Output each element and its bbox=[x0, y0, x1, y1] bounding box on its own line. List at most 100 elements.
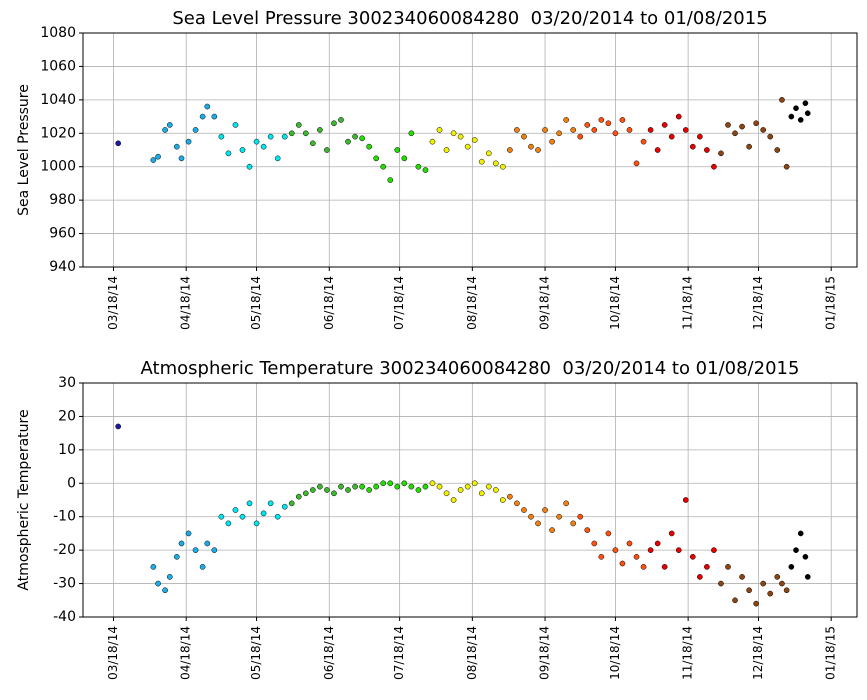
point bbox=[591, 540, 598, 547]
point bbox=[711, 547, 717, 553]
y-tick-label: 1080 bbox=[40, 25, 76, 41]
y-tick-label: 1040 bbox=[40, 92, 76, 108]
point bbox=[155, 580, 161, 587]
point bbox=[401, 480, 408, 487]
y-tick-label: 10 bbox=[58, 442, 76, 458]
point bbox=[324, 147, 330, 153]
point bbox=[232, 122, 239, 128]
point bbox=[584, 122, 591, 128]
point bbox=[725, 122, 731, 128]
point bbox=[528, 143, 534, 150]
y-tick-label: -30 bbox=[53, 576, 76, 592]
point bbox=[485, 150, 492, 157]
point bbox=[697, 133, 703, 140]
y-tick-label: 30 bbox=[58, 375, 76, 391]
point bbox=[199, 564, 206, 570]
point bbox=[668, 530, 675, 537]
x-tick-label: 10/18/14 bbox=[608, 626, 622, 680]
point bbox=[535, 520, 541, 527]
point bbox=[732, 130, 738, 137]
point bbox=[366, 143, 372, 150]
point bbox=[612, 547, 619, 553]
x-tick-label: 10/18/14 bbox=[608, 276, 622, 330]
point bbox=[697, 574, 703, 580]
point bbox=[492, 487, 499, 493]
point bbox=[178, 155, 185, 162]
x-tick-label: 04/18/14 bbox=[179, 276, 193, 330]
point bbox=[380, 163, 387, 170]
point bbox=[499, 163, 506, 170]
point bbox=[394, 483, 401, 490]
point bbox=[338, 483, 344, 490]
y-tick-label: -20 bbox=[53, 542, 76, 558]
point bbox=[274, 155, 281, 162]
point bbox=[549, 138, 555, 145]
point bbox=[788, 113, 795, 120]
point bbox=[443, 490, 450, 497]
point bbox=[788, 564, 795, 570]
point bbox=[155, 153, 161, 160]
point bbox=[310, 487, 316, 493]
point bbox=[802, 553, 809, 560]
point bbox=[753, 120, 759, 127]
point bbox=[682, 127, 689, 133]
y-tick-label: 0 bbox=[67, 475, 76, 491]
point bbox=[166, 574, 173, 580]
point bbox=[563, 117, 570, 123]
point bbox=[415, 163, 422, 170]
point bbox=[704, 564, 710, 570]
point bbox=[115, 140, 122, 147]
point bbox=[359, 135, 365, 142]
point bbox=[739, 123, 745, 130]
point bbox=[760, 127, 767, 133]
x-tick-label: 08/18/14 bbox=[465, 626, 479, 680]
point bbox=[793, 547, 799, 553]
point bbox=[281, 133, 288, 140]
point bbox=[570, 520, 577, 527]
x-tick-label: 05/18/14 bbox=[249, 626, 263, 680]
point bbox=[211, 113, 218, 120]
point bbox=[211, 547, 218, 553]
y-tick-label: 20 bbox=[58, 408, 76, 424]
point bbox=[401, 155, 408, 162]
point bbox=[345, 138, 351, 145]
point bbox=[675, 547, 682, 553]
point bbox=[779, 580, 785, 587]
point bbox=[239, 147, 246, 153]
point bbox=[682, 497, 689, 503]
point bbox=[499, 497, 506, 503]
point bbox=[288, 130, 295, 137]
point bbox=[260, 143, 267, 150]
point bbox=[704, 147, 710, 153]
point bbox=[199, 113, 206, 120]
point bbox=[317, 483, 323, 490]
point bbox=[478, 490, 485, 497]
point bbox=[436, 127, 443, 133]
point bbox=[626, 540, 633, 547]
point bbox=[521, 507, 527, 513]
x-tick-label: 11/18/14 bbox=[681, 626, 695, 680]
point bbox=[218, 513, 225, 520]
point bbox=[394, 147, 401, 153]
point bbox=[373, 155, 380, 162]
point bbox=[225, 520, 232, 527]
point bbox=[359, 483, 365, 490]
y-tick-label: 1060 bbox=[40, 58, 76, 74]
plot-frame bbox=[82, 382, 858, 618]
x-tick-label: 06/18/14 bbox=[322, 276, 336, 330]
y-tick-label: 980 bbox=[49, 192, 76, 208]
point bbox=[598, 553, 605, 560]
point bbox=[192, 547, 199, 553]
x-tick-label: 04/18/14 bbox=[179, 626, 193, 680]
point bbox=[746, 143, 752, 150]
x-tick-label: 07/18/14 bbox=[392, 626, 406, 680]
point bbox=[178, 540, 185, 547]
point bbox=[654, 540, 661, 547]
point bbox=[619, 117, 626, 123]
point bbox=[563, 500, 570, 507]
point bbox=[408, 130, 415, 137]
x-tick-label: 01/18/15 bbox=[824, 626, 838, 680]
point bbox=[267, 133, 274, 140]
point bbox=[647, 547, 654, 553]
